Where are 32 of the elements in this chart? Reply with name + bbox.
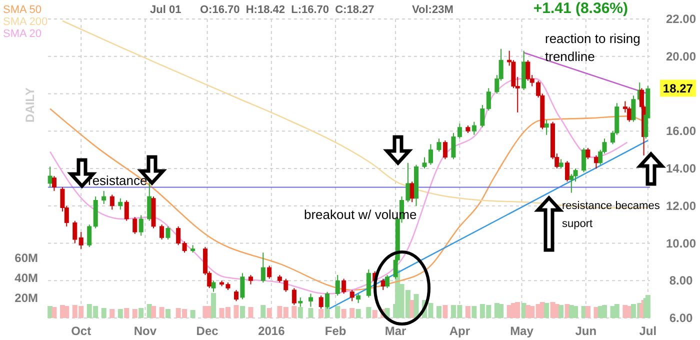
text: O:16.70 H:18.42 L:16.70 C:18.27 xyxy=(200,4,374,16)
y-tick-label: 8.00 xyxy=(669,274,693,288)
y-tick-label: 12.00 xyxy=(666,198,696,213)
x-tick-label: Nov xyxy=(134,324,157,338)
y-tick-label: 16.00 xyxy=(666,124,696,138)
text: SMA 20 xyxy=(3,28,42,40)
annotation: 18.27 xyxy=(662,82,694,96)
y-tick-label: 6.00 xyxy=(669,311,693,325)
y-tick-label: 20.00 xyxy=(666,49,696,64)
series-label: SMA 200 xyxy=(3,16,48,28)
y-tick-label: 10.00 xyxy=(666,236,696,250)
y2-tick-label: 40M xyxy=(14,271,38,285)
x-tick-label: May xyxy=(510,324,534,338)
x-tick-label: 2016 xyxy=(258,324,286,338)
x-tick-label: Jul xyxy=(639,324,657,338)
x-tick-label: Oct xyxy=(71,324,92,338)
annotation: resistance xyxy=(88,173,148,188)
annotation: reaction to rising trendline xyxy=(545,31,640,64)
text: Jul 01 xyxy=(150,4,182,16)
x-tick-label: Jun xyxy=(575,324,597,338)
y-tick-label: 22.00 xyxy=(666,12,696,26)
y2-tick-label: 60M xyxy=(14,251,38,265)
x-tick-label: Mar xyxy=(384,324,407,338)
annotation: resistance becames suport xyxy=(562,200,660,230)
x-tick-label: Dec xyxy=(196,324,219,338)
y2-tick-label: 20M xyxy=(14,291,38,305)
text: SMA 50 xyxy=(3,4,42,16)
text: Vol:23M xyxy=(412,4,454,16)
x-tick-label: Apr xyxy=(449,324,470,338)
y-tick-label: 14.00 xyxy=(666,162,696,176)
x-tick-label: Feb xyxy=(324,324,346,338)
text: +1.41 (8.36%) xyxy=(533,0,628,17)
